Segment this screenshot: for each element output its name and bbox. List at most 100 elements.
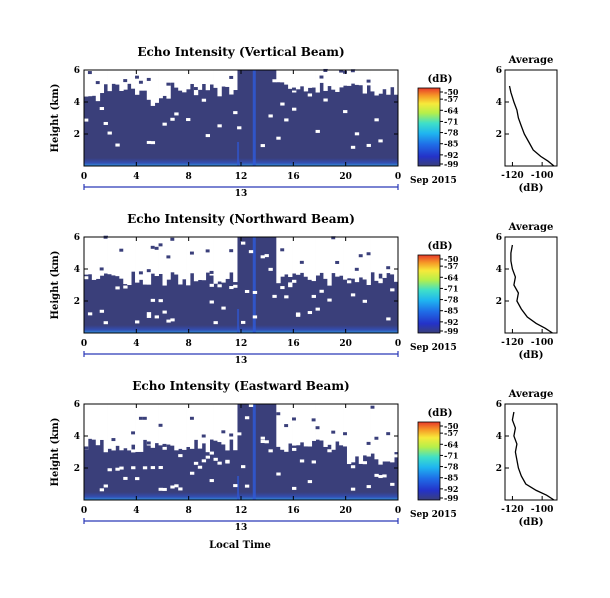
missing-data: [244, 484, 250, 488]
missing-data: [237, 432, 242, 436]
echo-speckle: [335, 260, 340, 264]
missing-data: [343, 237, 348, 280]
average-y-tick-label: 4: [496, 98, 502, 108]
echo-speckle: [209, 270, 214, 274]
missing-data: [299, 237, 305, 273]
colorbar-tick-label: -50: [444, 421, 459, 431]
y-axis-label: Height (km): [50, 251, 61, 320]
colorbar-tick-label: -85: [444, 306, 458, 316]
x-tick-label: 8: [186, 506, 192, 516]
echo-streak: [252, 70, 256, 166]
missing-data: [205, 134, 210, 138]
missing-data: [370, 404, 375, 454]
missing-data: [394, 237, 399, 282]
colorbar: [417, 87, 441, 167]
missing-data: [107, 404, 112, 449]
x-tick-label: 20: [339, 506, 352, 516]
missing-data: [378, 475, 383, 479]
missing-data: [248, 250, 254, 254]
missing-data: [182, 70, 187, 93]
missing-data: [299, 70, 305, 87]
missing-data: [307, 70, 313, 88]
missing-data: [319, 289, 324, 293]
missing-data: [209, 451, 214, 455]
missing-data: [378, 404, 383, 465]
missing-data: [237, 126, 242, 130]
missing-data: [115, 70, 120, 85]
missing-data: [303, 237, 309, 277]
missing-data: [213, 70, 218, 88]
missing-data: [358, 70, 364, 86]
average-profile-line: [511, 411, 555, 501]
echo-speckle: [119, 248, 124, 252]
missing-data: [197, 70, 203, 90]
missing-data: [217, 284, 222, 288]
echo-speckle: [386, 266, 391, 270]
colorbar-unit: (dB): [428, 74, 453, 85]
missing-data: [87, 312, 93, 316]
missing-data: [103, 404, 108, 453]
missing-data: [115, 143, 120, 147]
y-tick-label: 4: [74, 98, 80, 108]
missing-data: [174, 237, 179, 275]
missing-data: [166, 404, 171, 445]
missing-data: [382, 474, 387, 478]
missing-data: [343, 70, 348, 86]
date-label: Sep 2015: [410, 343, 457, 353]
missing-data: [260, 440, 265, 444]
missing-data: [284, 118, 289, 122]
average-y-tick-label: 6: [496, 400, 502, 410]
missing-data: [103, 484, 108, 488]
missing-data: [221, 70, 226, 87]
echo-speckle: [154, 246, 159, 250]
colorbar-tick-label: -78: [444, 462, 459, 472]
missing-data: [84, 404, 89, 450]
missing-data: [209, 283, 214, 287]
average-frame: [504, 69, 558, 167]
missing-data: [99, 488, 105, 492]
colorbar-tick-label: -99: [444, 493, 459, 503]
average-xlabel: (dB): [519, 350, 544, 361]
missing-data: [123, 237, 128, 285]
panel-title: Echo Intensity (Vertical Beam): [137, 45, 344, 59]
date-label: Sep 2015: [410, 510, 457, 520]
missing-data: [315, 70, 320, 93]
missing-data: [354, 132, 360, 136]
echo-speckle: [374, 436, 379, 440]
missing-data: [142, 466, 148, 470]
missing-data: [299, 459, 305, 463]
colorbar-tick-label: -78: [444, 128, 459, 138]
colorbar: [417, 421, 441, 501]
missing-data: [288, 70, 293, 89]
missing-data: [366, 143, 371, 147]
missing-data: [150, 466, 156, 470]
echo-streak: [252, 237, 256, 333]
missing-data: [119, 70, 124, 91]
echo-streak: [252, 404, 256, 500]
missing-data: [260, 436, 265, 440]
colorbar-tick-label: -71: [444, 450, 458, 460]
missing-data: [162, 310, 167, 314]
missing-data: [209, 237, 214, 276]
missing-data: [154, 404, 159, 444]
average-title: Average: [508, 222, 554, 233]
missing-data: [201, 237, 207, 281]
echo-speckle: [370, 405, 375, 409]
echo-speckle: [162, 443, 167, 447]
colorbar: [417, 254, 441, 334]
missing-data: [87, 237, 93, 275]
missing-data: [260, 255, 265, 259]
missing-data: [233, 404, 238, 451]
missing-data: [280, 237, 285, 277]
missing-data: [138, 404, 144, 452]
colorbar-unit: (dB): [428, 241, 453, 252]
missing-data: [311, 294, 316, 298]
missing-data: [95, 404, 101, 446]
missing-data: [229, 70, 234, 95]
missing-data: [346, 70, 352, 86]
echo-speckle: [280, 248, 285, 252]
missing-data: [111, 70, 116, 84]
missing-data: [244, 289, 250, 293]
missing-data: [339, 70, 344, 88]
missing-data: [268, 449, 273, 453]
